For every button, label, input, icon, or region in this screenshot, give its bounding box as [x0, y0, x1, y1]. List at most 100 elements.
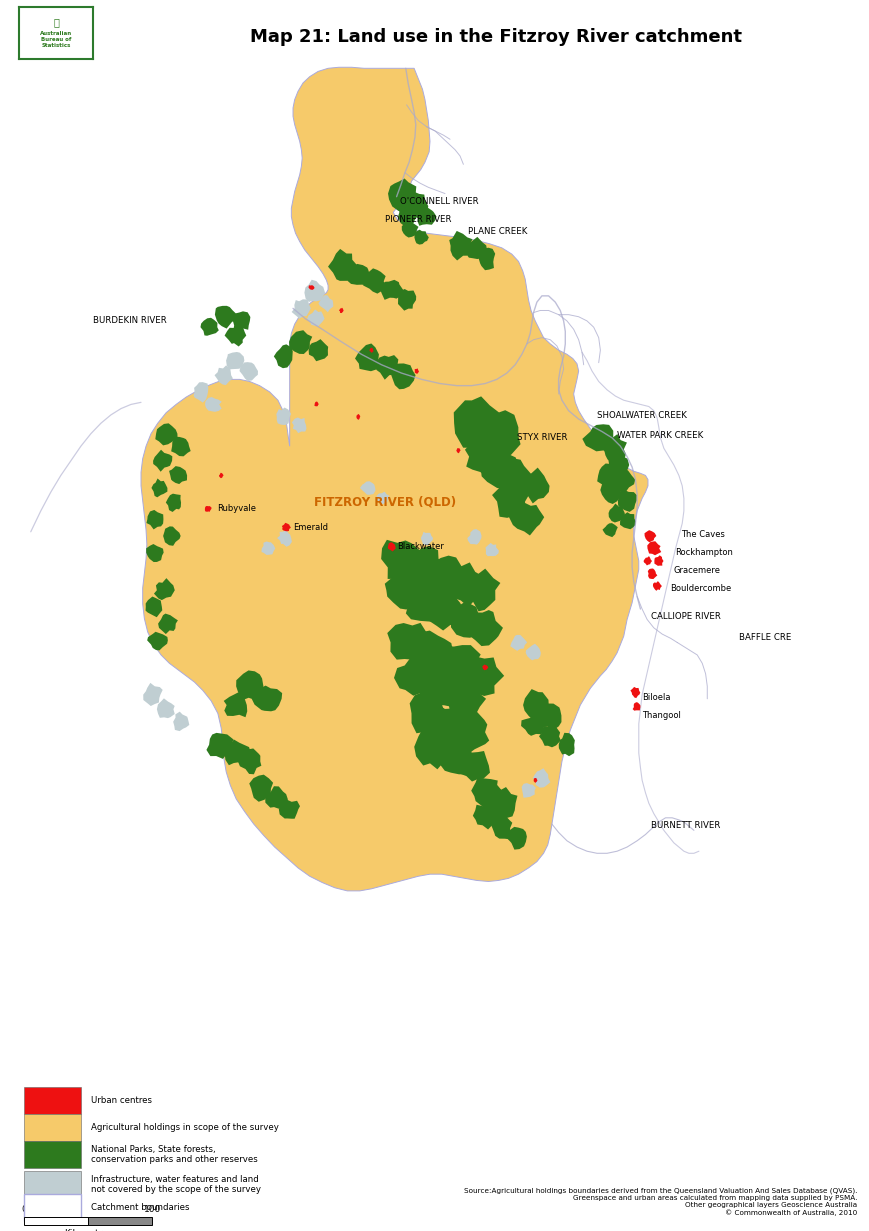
Polygon shape: [428, 555, 469, 597]
Text: Rubyvale: Rubyvale: [216, 505, 255, 513]
Polygon shape: [205, 398, 222, 412]
Polygon shape: [443, 680, 486, 723]
Polygon shape: [376, 491, 388, 505]
Polygon shape: [239, 362, 258, 382]
Polygon shape: [499, 458, 534, 495]
Polygon shape: [461, 657, 504, 696]
Text: Rockhampton: Rockhampton: [674, 548, 733, 558]
Polygon shape: [455, 710, 488, 755]
Text: Australian
Bureau of
Statistics: Australian Bureau of Statistics: [40, 31, 72, 48]
Polygon shape: [339, 308, 343, 313]
Text: Blackwater: Blackwater: [397, 542, 444, 551]
Polygon shape: [414, 230, 428, 245]
Polygon shape: [465, 236, 487, 259]
Polygon shape: [414, 724, 452, 769]
Polygon shape: [265, 787, 288, 809]
Polygon shape: [632, 702, 640, 710]
Polygon shape: [249, 774, 273, 801]
Polygon shape: [630, 687, 640, 698]
Polygon shape: [558, 732, 574, 756]
Polygon shape: [467, 529, 481, 544]
Polygon shape: [153, 449, 172, 471]
Text: Catchment boundaries: Catchment boundaries: [91, 1203, 189, 1213]
Polygon shape: [215, 366, 233, 385]
Polygon shape: [291, 417, 306, 433]
Text: 100: 100: [143, 1205, 161, 1214]
Text: SHOALWATER CREEK: SHOALWATER CREEK: [596, 411, 687, 421]
Polygon shape: [456, 750, 489, 782]
Polygon shape: [480, 451, 518, 490]
Polygon shape: [346, 263, 372, 286]
Polygon shape: [308, 286, 314, 289]
Polygon shape: [490, 815, 512, 840]
Polygon shape: [397, 289, 415, 310]
Polygon shape: [525, 644, 541, 660]
Polygon shape: [289, 330, 312, 355]
Polygon shape: [388, 363, 415, 389]
Polygon shape: [653, 581, 661, 591]
Polygon shape: [231, 311, 250, 330]
Text: National Parks, State forests,
conservation parks and other reserves: National Parks, State forests, conservat…: [91, 1145, 258, 1165]
Polygon shape: [388, 178, 417, 211]
Text: BURNETT RIVER: BURNETT RIVER: [650, 821, 720, 830]
Polygon shape: [520, 468, 549, 503]
Polygon shape: [318, 295, 333, 313]
Polygon shape: [224, 325, 246, 346]
Text: The Caves: The Caves: [680, 531, 725, 539]
Text: Biloela: Biloela: [641, 693, 670, 702]
Polygon shape: [158, 613, 177, 634]
Text: Source:Agricultural holdings boundaries derived from the Queensland Valuation An: Source:Agricultural holdings boundaries …: [463, 1188, 856, 1216]
Text: O'CONNELL RIVER: O'CONNELL RIVER: [400, 197, 478, 207]
Polygon shape: [620, 512, 635, 529]
Polygon shape: [156, 698, 175, 718]
Polygon shape: [439, 739, 471, 774]
Polygon shape: [314, 401, 318, 406]
Polygon shape: [533, 778, 537, 783]
Polygon shape: [455, 448, 460, 453]
Polygon shape: [384, 572, 421, 609]
Polygon shape: [617, 490, 636, 512]
Polygon shape: [173, 712, 189, 731]
Polygon shape: [409, 692, 448, 740]
Polygon shape: [205, 506, 211, 512]
Polygon shape: [388, 543, 395, 551]
Polygon shape: [277, 529, 291, 547]
Polygon shape: [521, 715, 545, 736]
Polygon shape: [596, 464, 621, 489]
Polygon shape: [398, 207, 416, 228]
Polygon shape: [405, 583, 444, 622]
Polygon shape: [414, 368, 419, 374]
Text: Infrastructure, water features and land
not covered by the scope of the survey: Infrastructure, water features and land …: [91, 1174, 261, 1194]
Text: Map 21: Land use in the Fitzroy River catchment: Map 21: Land use in the Fitzroy River ca…: [249, 28, 741, 47]
Polygon shape: [472, 804, 499, 830]
Polygon shape: [223, 692, 247, 718]
Polygon shape: [147, 632, 168, 650]
Polygon shape: [235, 671, 263, 700]
Text: BURDEKIN RIVER: BURDEKIN RIVER: [92, 316, 166, 325]
Text: 0: 0: [22, 1205, 27, 1214]
Polygon shape: [251, 686, 282, 712]
Text: PIONEER RIVER: PIONEER RIVER: [385, 215, 451, 224]
Polygon shape: [647, 542, 660, 555]
Polygon shape: [607, 451, 628, 475]
Polygon shape: [387, 623, 431, 660]
Polygon shape: [403, 192, 428, 219]
Polygon shape: [607, 503, 624, 522]
Polygon shape: [381, 540, 420, 581]
Polygon shape: [163, 527, 181, 545]
Polygon shape: [602, 523, 617, 537]
Text: Urban centres: Urban centres: [91, 1096, 152, 1105]
Text: Emerald: Emerald: [293, 523, 328, 532]
Polygon shape: [206, 732, 233, 760]
Polygon shape: [262, 542, 275, 555]
Text: 🌿: 🌿: [53, 17, 59, 27]
Polygon shape: [219, 473, 223, 478]
Text: Thangool: Thangool: [641, 712, 680, 720]
Polygon shape: [401, 222, 418, 238]
Polygon shape: [454, 396, 504, 448]
Polygon shape: [215, 305, 237, 329]
Polygon shape: [362, 268, 386, 294]
Polygon shape: [465, 569, 500, 612]
Polygon shape: [611, 468, 634, 492]
Polygon shape: [485, 543, 498, 556]
